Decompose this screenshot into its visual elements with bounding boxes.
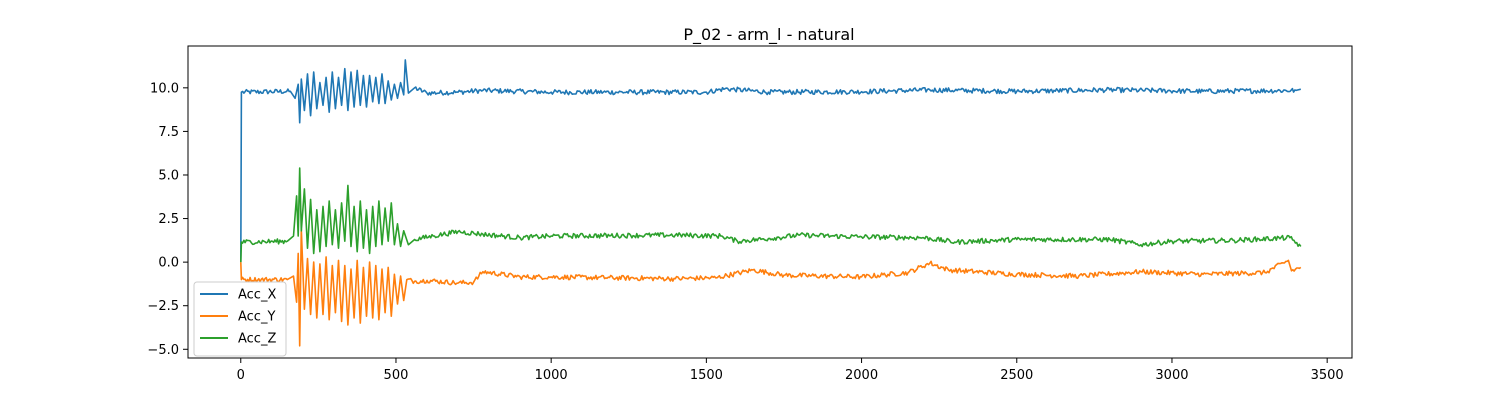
legend-label: Acc_Z: [238, 332, 276, 347]
y-tick-label: 0.0: [158, 256, 179, 271]
x-tick-label: 3500: [1311, 368, 1344, 383]
x-tick-label: 2500: [1000, 368, 1033, 383]
y-axis: −5.0 −2.5 0.0 2.5 5.0 7.5 10.0: [147, 81, 188, 358]
x-tick-label: 2000: [845, 368, 878, 383]
x-axis: 0 500 1000 1500 2000 2500 3000 3500: [237, 358, 1344, 383]
y-tick-label: −5.0: [147, 343, 179, 358]
y-tick-label: 5.0: [158, 168, 179, 183]
y-tick-label: −2.5: [147, 299, 179, 314]
series-line-acc-z: [240, 167, 1302, 263]
legend-label: Acc_Y: [238, 310, 275, 325]
chart-title: P_02 - arm_l - natural: [683, 25, 854, 45]
y-tick-label: 10.0: [150, 81, 179, 96]
series-line-acc-x: [240, 59, 1301, 263]
series-layer: [240, 59, 1302, 347]
x-tick-label: 500: [384, 368, 409, 383]
y-tick-label: 2.5: [158, 212, 179, 227]
x-tick-label: 0: [237, 368, 245, 383]
x-tick-label: 3000: [1155, 368, 1188, 383]
legend: Acc_X Acc_Y Acc_Z: [193, 281, 287, 357]
plot-frame: [187, 45, 1353, 359]
series-line-acc-y: [240, 228, 1302, 347]
legend-label: Acc_X: [238, 288, 276, 303]
y-tick-label: 7.5: [158, 125, 179, 140]
x-tick-label: 1000: [535, 368, 568, 383]
x-tick-label: 1500: [690, 368, 723, 383]
